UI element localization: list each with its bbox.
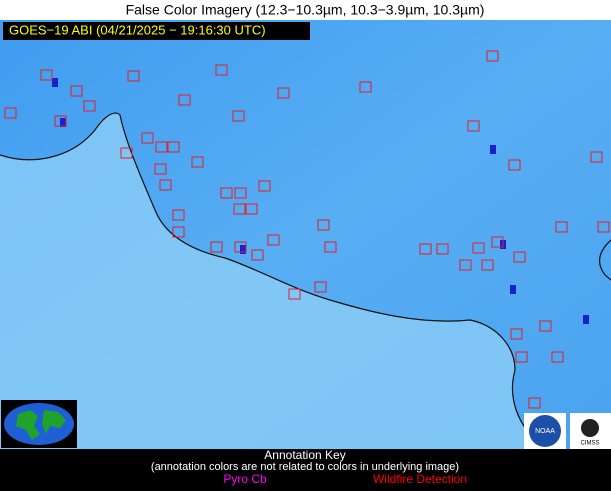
hot-spot — [583, 315, 589, 324]
wildfire-box — [419, 243, 432, 255]
wildfire-box — [232, 110, 245, 122]
hot-spot — [60, 118, 66, 127]
wildfire-box — [210, 241, 223, 253]
wildfire-box — [83, 100, 96, 112]
wildfire-box — [359, 81, 372, 93]
title-bar — [0, 0, 611, 20]
cimss-logo: CIMSS — [570, 413, 611, 449]
wildfire-box — [597, 221, 610, 233]
water — [0, 113, 545, 449]
key-note: (annotation colors are not related to co… — [151, 461, 459, 473]
wildfire-box — [491, 236, 504, 248]
wildfire-box — [467, 120, 480, 132]
wildfire-box — [178, 94, 191, 106]
wildfire-box — [234, 241, 247, 253]
wildfire-box — [127, 70, 140, 82]
wildfire-box — [245, 203, 258, 215]
wildfire-box — [539, 320, 552, 332]
wildfire-box — [555, 221, 568, 233]
timestamp-box — [3, 22, 310, 40]
wildfire-box — [191, 156, 204, 168]
wildfire-box — [251, 249, 264, 261]
coastline — [599, 239, 611, 281]
noaa-logo: NOAA — [524, 413, 566, 449]
key-bar — [0, 449, 611, 491]
timestamp: GOES−19 ABI (04/21/2025 − 19:16:30 UTC) — [9, 22, 266, 37]
hot-spot — [490, 145, 496, 154]
wildfire-box — [154, 163, 167, 175]
logo-text: NOAA — [535, 428, 555, 435]
coastline — [0, 112, 546, 450]
wildfire-box — [508, 159, 521, 171]
hot-spot — [52, 78, 58, 87]
wildfire-box — [220, 187, 233, 199]
wildfire-box — [120, 147, 133, 159]
hot-spot — [510, 285, 516, 294]
wildfire-box — [233, 203, 246, 215]
key-item: Wildfire Detection — [373, 472, 467, 486]
wildfire-box — [317, 219, 330, 231]
key-title: Annotation Key — [264, 448, 345, 462]
wildfire-box — [590, 151, 603, 163]
globe-logo — [1, 400, 77, 448]
hot-spot — [240, 245, 246, 254]
wildfire-box — [172, 226, 185, 238]
wildfire-box — [513, 251, 526, 263]
wildfire-box — [551, 351, 564, 363]
wildfire-box — [215, 64, 228, 76]
wildfire-box — [515, 351, 528, 363]
wildfire-box — [70, 85, 83, 97]
wildfire-box — [277, 87, 290, 99]
wildfire-box — [172, 209, 185, 221]
wildfire-box — [486, 50, 499, 62]
wildfire-box — [288, 288, 301, 300]
logo-text: CIMSS — [580, 441, 599, 447]
wildfire-box — [472, 242, 485, 254]
wildfire-box — [159, 179, 172, 191]
wildfire-box — [528, 397, 541, 409]
wildfire-box — [54, 115, 67, 127]
key-item: Pyro Cb — [223, 472, 267, 486]
wildfire-box — [40, 69, 53, 81]
detections — [4, 50, 610, 409]
wildfire-box — [167, 141, 180, 153]
wildfire-box — [258, 180, 271, 192]
wildfire-box — [459, 259, 472, 271]
wildfire-box — [141, 132, 154, 144]
wildfire-box — [510, 328, 523, 340]
wildfire-box — [481, 259, 494, 271]
wildfire-box — [436, 243, 449, 255]
wildfire-box — [314, 281, 327, 293]
wildfire-box — [234, 187, 247, 199]
wildfire-box — [267, 234, 280, 246]
title: False Color Imagery (12.3−10.3µm, 10.3−3… — [126, 2, 485, 18]
wildfire-box — [324, 241, 337, 253]
wildfire-box — [155, 141, 168, 153]
wildfire-box — [4, 107, 17, 119]
